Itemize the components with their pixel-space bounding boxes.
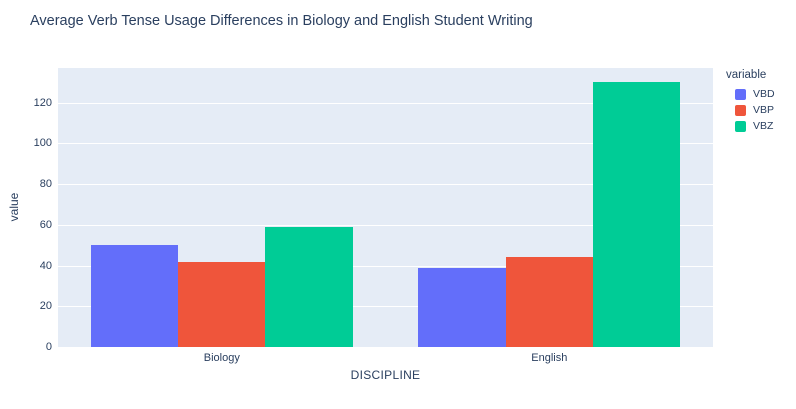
y-tick-label-80: 80	[39, 178, 52, 191]
gridline-y-100	[58, 143, 713, 145]
bar-english-vbp[interactable]	[505, 257, 593, 347]
chart-title: Average Verb Tense Usage Differences in …	[30, 13, 533, 29]
bar-biology-vbd[interactable]	[90, 245, 179, 347]
bar-english-vbd[interactable]	[418, 267, 506, 347]
y-axis-title: value	[7, 192, 21, 222]
bar-biology-vbp[interactable]	[178, 261, 266, 347]
legend-swatch-vbd	[735, 88, 746, 100]
gridline-y-60	[58, 224, 713, 226]
x-axis-title: DISCIPLINE	[350, 368, 421, 382]
y-tick-label-120: 120	[33, 96, 52, 109]
legend-label-vbp: VBP	[753, 103, 775, 116]
y-tick-label-0: 0	[45, 341, 52, 353]
x-tick-label-english: English	[531, 352, 568, 364]
gridline-y-120	[58, 102, 713, 104]
y-tick-label-40: 40	[39, 259, 52, 272]
gridline-y-40	[58, 265, 713, 267]
legend-item-vbd[interactable]: VBD	[735, 86, 775, 102]
legend-title: variable	[726, 69, 767, 81]
gridline-y-20	[58, 306, 713, 308]
legend-items: VBD VBP VBZ	[726, 86, 775, 134]
legend: variable VBD VBP VBZ	[726, 69, 775, 134]
legend-swatch-vbz	[735, 120, 746, 132]
y-tick-label-60: 60	[39, 218, 52, 231]
legend-item-vbz[interactable]: VBZ	[735, 118, 775, 134]
legend-label-vbz: VBZ	[753, 119, 774, 132]
legend-label-vbd: VBD	[753, 87, 775, 100]
x-tick-label-biology: Biology	[203, 352, 240, 364]
y-tick-label-100: 100	[33, 137, 52, 150]
bar-biology-vbz[interactable]	[265, 226, 353, 347]
y-tick-label-20: 20	[39, 300, 52, 313]
legend-swatch-vbp	[735, 104, 746, 116]
gridline-y-80	[58, 184, 713, 186]
bar-english-vbz[interactable]	[592, 82, 681, 347]
legend-item-vbp[interactable]: VBP	[735, 102, 775, 118]
plot-area[interactable]	[58, 68, 713, 347]
